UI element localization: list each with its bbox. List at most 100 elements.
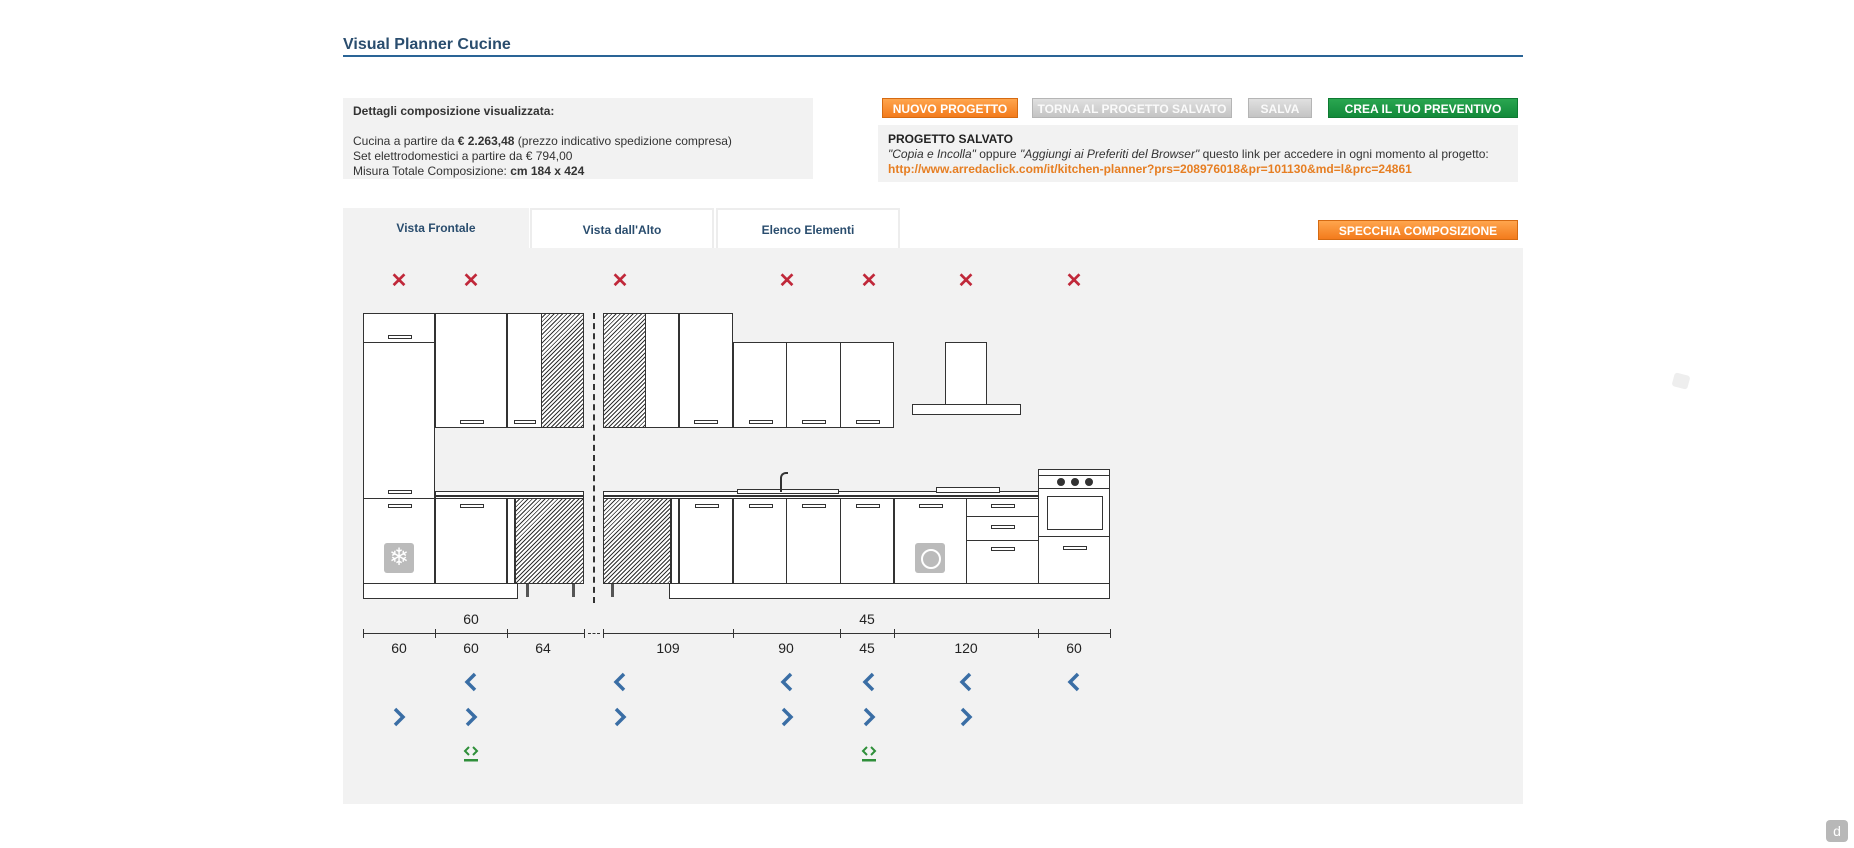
fridge-cabinet[interactable]: ❄ [363,498,435,584]
chevron-right-icon[interactable] [957,707,975,727]
corner-base-cabinet[interactable] [515,498,584,584]
price-prefix: Cucina a partire da [353,134,458,148]
swap-icon[interactable] [462,743,480,763]
dimension-tick [584,629,585,638]
base-cabinet[interactable] [435,498,507,584]
back-to-saved-button[interactable]: TORNA AL PROGETTO SALVATO [1032,98,1232,118]
appliances-price-line: Set elettrodomestici a partire da € 794,… [353,149,573,163]
kitchen-price: € 2.263,48 [457,134,515,148]
saved-project-instructions: "Copia e Incolla" oppure "Aggiungi ai Pr… [888,147,1518,162]
filler-panel [671,498,679,584]
chevron-right-icon[interactable] [860,707,878,727]
sink-base-cabinet[interactable] [733,498,787,584]
hood-canopy[interactable] [912,404,1021,415]
chevron-right-icon[interactable] [611,707,629,727]
oven-window [1047,496,1103,530]
close-icon[interactable]: ✕ [957,270,975,292]
handle [991,504,1015,508]
wall-cabinet[interactable] [733,342,787,428]
corner-widget-icon[interactable]: d [1826,820,1848,842]
plinth-left [363,583,518,599]
chevron-right-icon[interactable] [778,707,796,727]
corner-base-cabinet[interactable] [603,498,671,584]
or-text: oppure [975,147,1020,161]
dimension-label: 64 [535,640,551,656]
handle [388,490,412,494]
close-icon[interactable]: ✕ [462,270,480,292]
dimension-tick [733,629,734,638]
hood-chimney[interactable] [945,342,987,405]
dimension-tick [1110,629,1111,638]
handle [802,420,826,424]
dimension-label: 60 [391,640,407,656]
create-quote-button[interactable]: CREA IL TUO PREVENTIVO [1328,98,1518,118]
tall-column[interactable] [363,342,435,499]
handle [856,504,880,508]
chevron-left-icon[interactable] [1065,672,1083,692]
chevron-left-icon[interactable] [860,672,878,692]
handle [514,420,536,424]
faucet-icon [780,472,788,492]
instructions-rest: questo link per accedere in ogni momento… [1199,147,1489,161]
wall-cabinet-top[interactable] [363,313,435,343]
oven-cabinet[interactable] [1038,469,1110,584]
total-size-line: Misura Totale Composizione: cm 184 x 424 [353,164,813,179]
swap-icon[interactable] [860,743,878,763]
leg [526,584,529,597]
close-icon[interactable]: ✕ [778,270,796,292]
close-icon[interactable]: ✕ [860,270,878,292]
wall-cabinet-narrow[interactable] [507,313,542,428]
size-prefix: Misura Totale Composizione: [353,164,511,178]
dimension-line [603,633,1110,634]
filler-panel [507,498,515,584]
oven-knob [1071,478,1079,486]
wall-cabinet-narrow[interactable] [645,313,679,428]
close-icon[interactable]: ✕ [1065,270,1083,292]
tab-top-view[interactable]: Vista dall'Alto [530,208,714,248]
oven-knob [1057,478,1065,486]
handle [1063,546,1087,550]
chevron-right-icon[interactable] [462,707,480,727]
chevron-left-icon[interactable] [778,672,796,692]
dimension-label-top: 60 [463,611,479,627]
corner-wall-cabinet[interactable] [541,313,584,428]
base-cabinet[interactable] [840,498,894,584]
wall-cabinet[interactable] [435,313,507,428]
saved-project-link[interactable]: http://www.arredaclick.com/it/kitchen-pl… [888,162,1412,176]
countertop-left [435,491,584,496]
base-cabinet[interactable] [679,498,733,584]
oven-knob [1085,478,1093,486]
details-price-line: Cucina a partire da € 2.263,48 (prezzo i… [353,134,813,149]
new-project-button[interactable]: NUOVO PROGETTO [882,98,1018,118]
chevron-left-icon[interactable] [957,672,975,692]
dishwasher-icon [915,543,945,573]
sink-base-cabinet[interactable] [786,498,841,584]
handle [749,504,773,508]
chevron-left-icon[interactable] [462,672,480,692]
wall-cabinet[interactable] [786,342,841,428]
tab-element-list[interactable]: Elenco Elementi [716,208,900,248]
handle [991,547,1015,551]
details-heading: Dettagli composizione visualizzata: [353,104,555,118]
wall-cabinet[interactable] [840,342,894,428]
chevron-right-icon[interactable] [390,707,408,727]
save-button[interactable]: SALVA [1248,98,1312,118]
mirror-composition-button[interactable]: SPECCHIA COMPOSIZIONE [1318,220,1518,240]
handle [856,420,880,424]
wall-cabinet[interactable] [679,313,733,428]
handle [460,420,484,424]
dishwasher-cabinet[interactable] [894,498,967,584]
handle [919,504,943,508]
corner-wall-cabinet[interactable] [603,313,646,428]
title-divider [343,55,1523,57]
dimension-tick [363,629,364,638]
dimension-tick [507,629,508,638]
drawer-unit[interactable] [966,498,1039,584]
dimension-tick [894,629,895,638]
floating-widget-icon[interactable] [1671,372,1691,390]
close-icon[interactable]: ✕ [390,270,408,292]
leg [611,584,614,597]
close-icon[interactable]: ✕ [611,270,629,292]
chevron-left-icon[interactable] [611,672,629,692]
tab-front-view[interactable]: Vista Frontale [343,208,529,248]
